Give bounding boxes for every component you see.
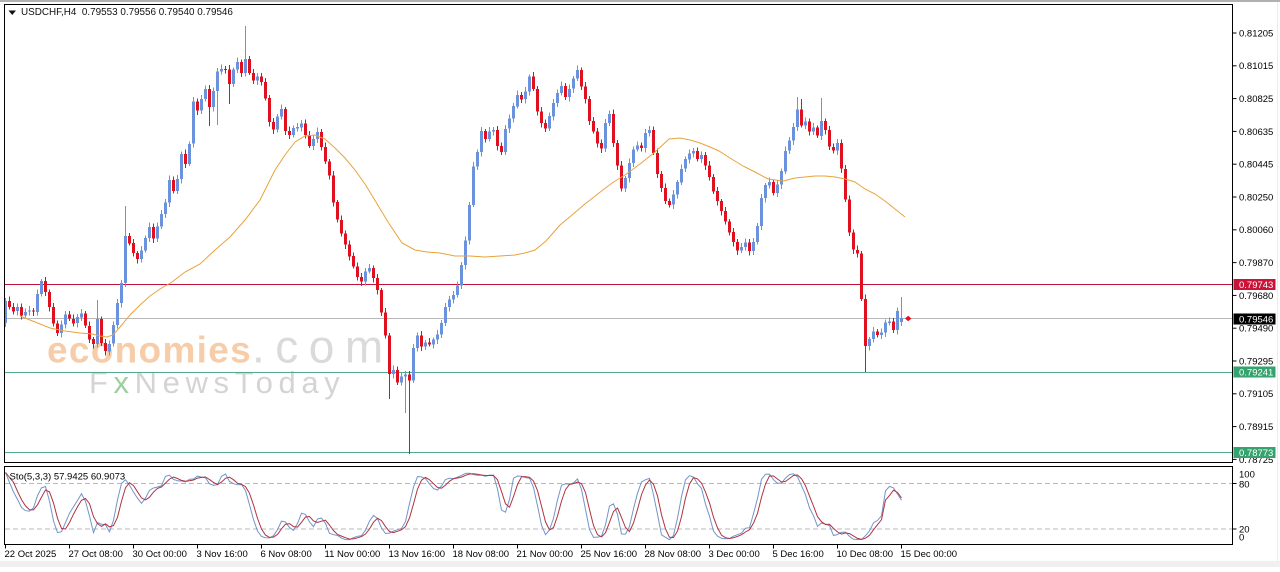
svg-text:0.79295: 0.79295: [1239, 356, 1273, 367]
svg-text:27 Oct 08:00: 27 Oct 08:00: [69, 549, 123, 560]
svg-text:30 Oct 00:00: 30 Oct 00:00: [133, 549, 187, 560]
svg-text:0.79680: 0.79680: [1239, 291, 1273, 302]
svg-text:25 Nov 16:00: 25 Nov 16:00: [581, 549, 638, 560]
svg-text:0.80060: 0.80060: [1239, 225, 1273, 236]
svg-text:economies.com: economies.com: [47, 321, 394, 373]
svg-text:0.80635: 0.80635: [1239, 127, 1273, 138]
svg-text:0.81015: 0.81015: [1239, 61, 1273, 72]
svg-text:13 Nov 16:00: 13 Nov 16:00: [389, 549, 446, 560]
svg-text:0: 0: [1239, 532, 1244, 543]
svg-text:0.78725: 0.78725: [1239, 455, 1273, 466]
svg-text:0.79241: 0.79241: [1239, 367, 1273, 378]
svg-text:0.80825: 0.80825: [1239, 94, 1273, 105]
svg-text:0.79490: 0.79490: [1239, 324, 1273, 335]
svg-text:18 Nov 08:00: 18 Nov 08:00: [453, 549, 510, 560]
svg-text:6 Nov 08:00: 6 Nov 08:00: [261, 549, 312, 560]
svg-text:10 Dec 08:00: 10 Dec 08:00: [837, 549, 894, 560]
svg-text:5 Dec 16:00: 5 Dec 16:00: [773, 549, 824, 560]
svg-text:Sto(5,3,3) 57.9425 60.9073: Sto(5,3,3) 57.9425 60.9073: [10, 472, 126, 483]
svg-text:20: 20: [1239, 524, 1250, 535]
svg-text:3 Dec 00:00: 3 Dec 00:00: [709, 549, 760, 560]
svg-text:21 Nov 00:00: 21 Nov 00:00: [517, 549, 574, 560]
svg-text:100: 100: [1239, 469, 1255, 480]
svg-text:0.79870: 0.79870: [1239, 258, 1273, 269]
svg-text:0.78915: 0.78915: [1239, 422, 1273, 433]
svg-text:FxNewsToday: FxNewsToday: [89, 365, 345, 400]
svg-text:0.78773: 0.78773: [1239, 448, 1273, 459]
svg-text:0.79105: 0.79105: [1239, 389, 1273, 400]
svg-text:3 Nov 16:00: 3 Nov 16:00: [197, 549, 248, 560]
svg-text:80: 80: [1239, 479, 1250, 490]
svg-text:0.79743: 0.79743: [1239, 280, 1273, 291]
svg-text:0.80250: 0.80250: [1239, 192, 1273, 203]
svg-text:11 Nov 00:00: 11 Nov 00:00: [325, 549, 381, 560]
svg-text:28 Nov 08:00: 28 Nov 08:00: [645, 549, 702, 560]
svg-text:0.79546: 0.79546: [1239, 314, 1273, 325]
svg-text:15 Dec 00:00: 15 Dec 00:00: [901, 549, 958, 560]
svg-text:0.81205: 0.81205: [1239, 28, 1273, 39]
svg-text:USDCHF,H4 0.79553 0.79556 0.7: USDCHF,H4 0.79553 0.79556 0.79540 0.7954…: [21, 7, 233, 18]
svg-text:0.80445: 0.80445: [1239, 160, 1273, 171]
svg-text:22 Oct 2025: 22 Oct 2025: [5, 549, 57, 560]
